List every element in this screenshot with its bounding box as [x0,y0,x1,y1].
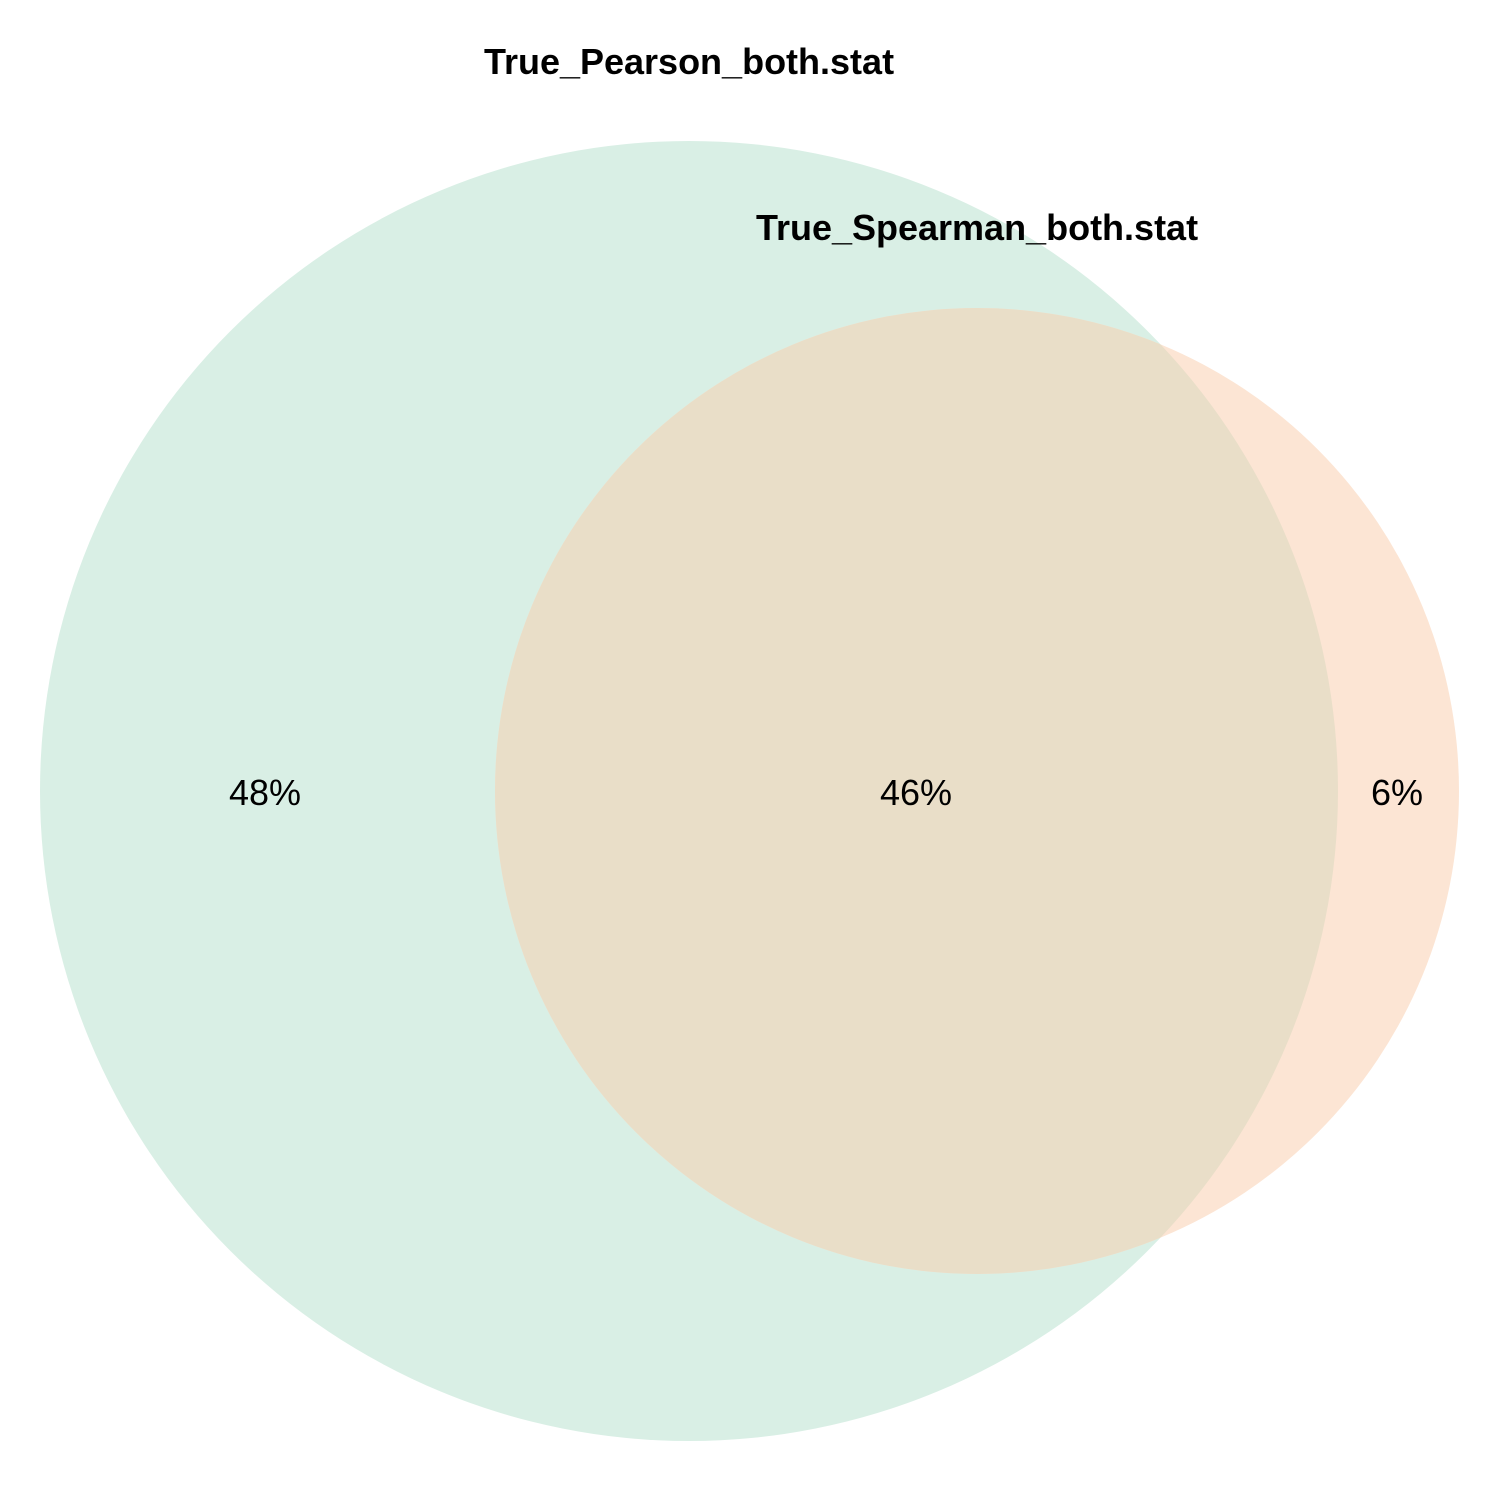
spearman-set-label: True_Spearman_both.stat [756,207,1198,248]
pearson-set-label: True_Pearson_both.stat [484,41,894,82]
spearman-only-percent: 6% [1371,772,1423,813]
pearson-only-percent: 48% [229,772,301,813]
overlap-region [495,308,1338,1274]
overlap-percent: 46% [880,772,952,813]
